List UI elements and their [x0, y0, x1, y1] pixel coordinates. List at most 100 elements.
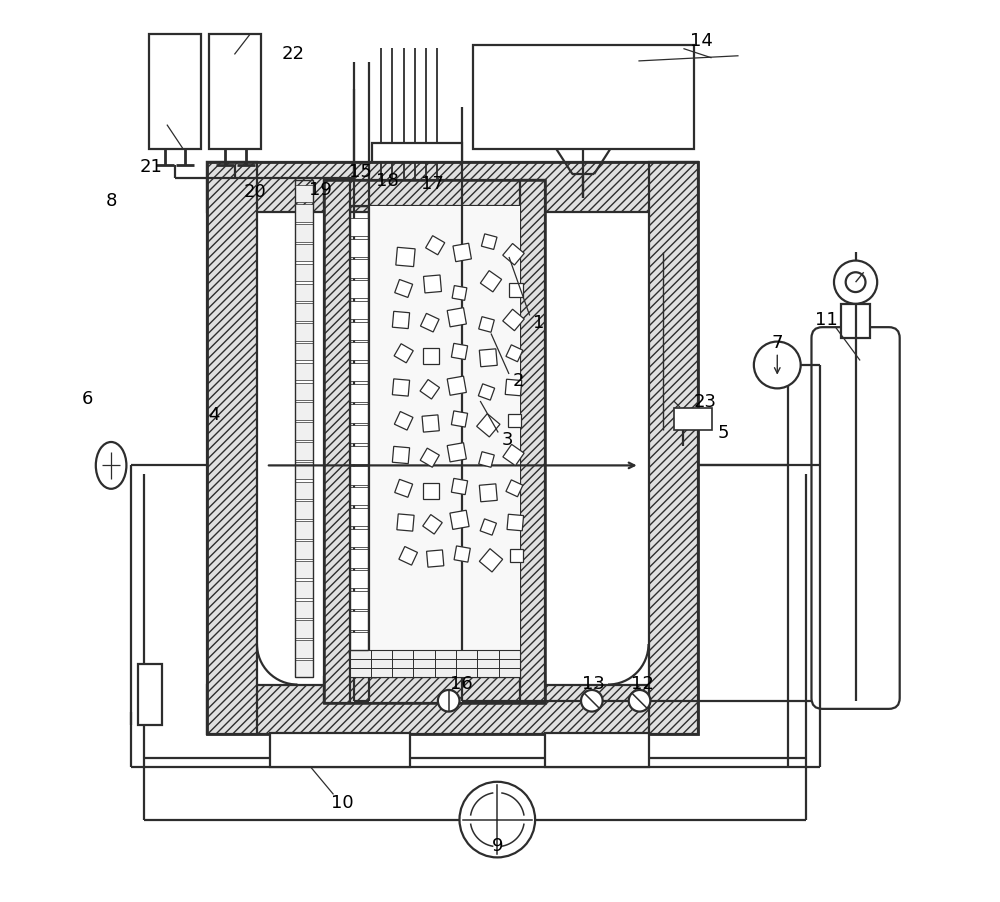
- Text: 16: 16: [450, 674, 473, 692]
- Bar: [350, 239, 368, 258]
- Polygon shape: [453, 244, 471, 262]
- Bar: [295, 284, 313, 302]
- Bar: [350, 570, 368, 589]
- Polygon shape: [451, 344, 468, 360]
- Bar: [324, 181, 350, 703]
- Bar: [350, 301, 368, 319]
- Polygon shape: [395, 281, 413, 298]
- Polygon shape: [447, 308, 466, 327]
- Text: 2: 2: [512, 372, 524, 390]
- Polygon shape: [392, 446, 410, 465]
- Text: 23: 23: [694, 392, 717, 410]
- Polygon shape: [426, 236, 445, 255]
- Bar: [295, 483, 313, 500]
- Text: 5: 5: [718, 424, 729, 442]
- Polygon shape: [479, 318, 494, 333]
- Bar: [350, 207, 368, 650]
- Text: 8: 8: [105, 192, 117, 210]
- Bar: [841, 305, 870, 338]
- Bar: [295, 383, 313, 400]
- Bar: [350, 632, 368, 650]
- Text: 1: 1: [533, 313, 544, 331]
- Text: 3: 3: [501, 430, 513, 448]
- Bar: [350, 509, 368, 527]
- Bar: [295, 502, 313, 520]
- FancyBboxPatch shape: [811, 327, 900, 709]
- Text: 20: 20: [244, 183, 267, 201]
- Polygon shape: [479, 452, 494, 468]
- Polygon shape: [478, 384, 495, 400]
- Bar: [674, 409, 712, 430]
- Bar: [295, 601, 313, 618]
- Bar: [207, 685, 698, 734]
- Bar: [350, 446, 368, 465]
- Bar: [295, 244, 313, 262]
- Text: 15: 15: [349, 163, 372, 181]
- Polygon shape: [423, 515, 442, 535]
- Ellipse shape: [96, 443, 126, 489]
- Text: 18: 18: [376, 172, 399, 190]
- Circle shape: [438, 690, 459, 712]
- Polygon shape: [479, 549, 503, 573]
- Text: 6: 6: [82, 390, 93, 408]
- Polygon shape: [481, 235, 497, 250]
- Circle shape: [846, 273, 865, 293]
- Bar: [207, 163, 698, 213]
- Circle shape: [459, 782, 535, 858]
- Polygon shape: [451, 479, 468, 495]
- Text: 12: 12: [631, 674, 654, 692]
- Bar: [350, 343, 368, 361]
- Bar: [295, 264, 313, 282]
- Polygon shape: [505, 380, 522, 396]
- Bar: [350, 488, 368, 506]
- Text: 19: 19: [309, 181, 331, 199]
- Bar: [350, 650, 520, 677]
- Polygon shape: [454, 547, 470, 563]
- Bar: [324, 181, 545, 207]
- Polygon shape: [423, 483, 439, 500]
- Bar: [295, 225, 313, 243]
- Bar: [350, 260, 368, 279]
- Circle shape: [834, 262, 877, 305]
- Bar: [295, 541, 313, 559]
- Polygon shape: [394, 412, 413, 430]
- Bar: [545, 733, 649, 768]
- Polygon shape: [480, 520, 496, 536]
- Bar: [350, 384, 368, 402]
- Bar: [207, 163, 698, 734]
- Polygon shape: [506, 345, 523, 363]
- Polygon shape: [392, 380, 410, 397]
- Bar: [295, 324, 313, 341]
- Polygon shape: [507, 515, 524, 531]
- Bar: [649, 163, 698, 734]
- Bar: [295, 621, 313, 638]
- Bar: [295, 344, 313, 361]
- Polygon shape: [420, 380, 440, 400]
- Bar: [350, 405, 368, 423]
- Text: 10: 10: [331, 793, 354, 811]
- Polygon shape: [423, 349, 439, 364]
- Bar: [295, 181, 313, 677]
- Bar: [295, 521, 313, 539]
- Polygon shape: [508, 415, 521, 428]
- Bar: [138, 664, 162, 725]
- Polygon shape: [397, 514, 414, 531]
- Polygon shape: [394, 345, 413, 364]
- Bar: [295, 205, 313, 223]
- Bar: [295, 660, 313, 677]
- Polygon shape: [509, 284, 523, 298]
- Polygon shape: [479, 484, 497, 502]
- Bar: [350, 219, 368, 237]
- Bar: [350, 467, 368, 485]
- Bar: [295, 304, 313, 321]
- Polygon shape: [506, 481, 523, 497]
- Text: 13: 13: [582, 674, 605, 692]
- Bar: [350, 364, 368, 382]
- Bar: [350, 529, 368, 548]
- Polygon shape: [477, 414, 500, 437]
- Polygon shape: [396, 248, 415, 267]
- Polygon shape: [424, 276, 441, 293]
- Text: 21: 21: [139, 158, 162, 176]
- Text: 11: 11: [815, 310, 837, 328]
- Text: 4: 4: [208, 406, 219, 424]
